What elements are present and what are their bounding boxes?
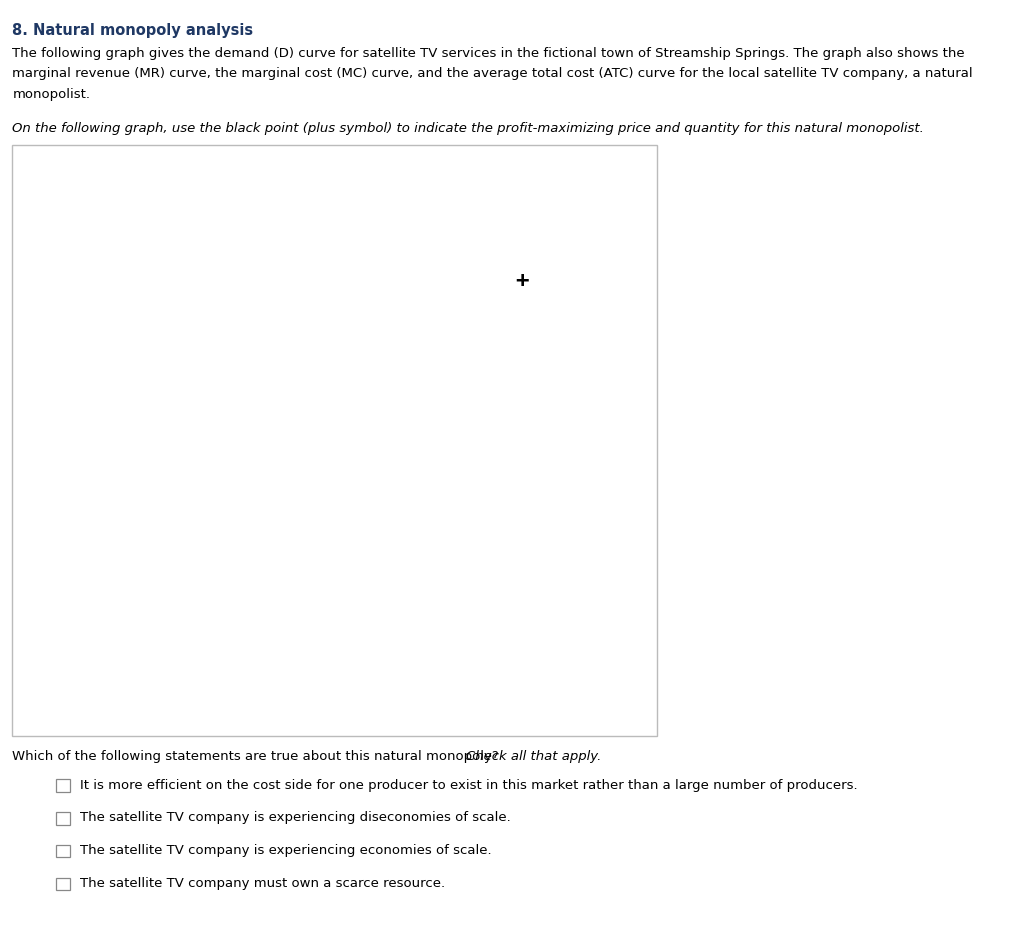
Y-axis label: PRICE (Dollars per subscription): PRICE (Dollars per subscription)	[27, 342, 39, 567]
Text: 8. Natural monopoly analysis: 8. Natural monopoly analysis	[12, 23, 253, 38]
Text: MC: MC	[440, 573, 459, 586]
X-axis label: QUANTITY (Number of subscriptions): QUANTITY (Number of subscriptions)	[141, 711, 401, 724]
Text: ?: ?	[616, 160, 625, 175]
Text: On the following graph, use the black point (plus symbol) to indicate the profit: On the following graph, use the black po…	[12, 122, 925, 135]
Text: ATC: ATC	[440, 553, 463, 566]
Text: The satellite TV company must own a scarce resource.: The satellite TV company must own a scar…	[80, 877, 445, 890]
Text: MR: MR	[252, 717, 271, 730]
Text: The following graph gives the demand (D) curve for satellite TV services in the : The following graph gives the demand (D)…	[12, 47, 973, 101]
Text: +: +	[515, 271, 529, 292]
Text: The satellite TV company is experiencing economies of scale.: The satellite TV company is experiencing…	[80, 844, 492, 857]
Text: Which of the following statements are true about this natural monopoly?: Which of the following statements are tr…	[12, 750, 503, 764]
Text: Check all that apply.: Check all that apply.	[466, 750, 601, 764]
Text: The satellite TV company is experiencing diseconomies of scale.: The satellite TV company is experiencing…	[80, 811, 511, 825]
Text: It is more efficient on the cost side for one producer to exist in this market r: It is more efficient on the cost side fo…	[80, 779, 857, 792]
Text: D: D	[476, 673, 485, 687]
Text: Monopoly Outcome: Monopoly Outcome	[522, 282, 652, 295]
